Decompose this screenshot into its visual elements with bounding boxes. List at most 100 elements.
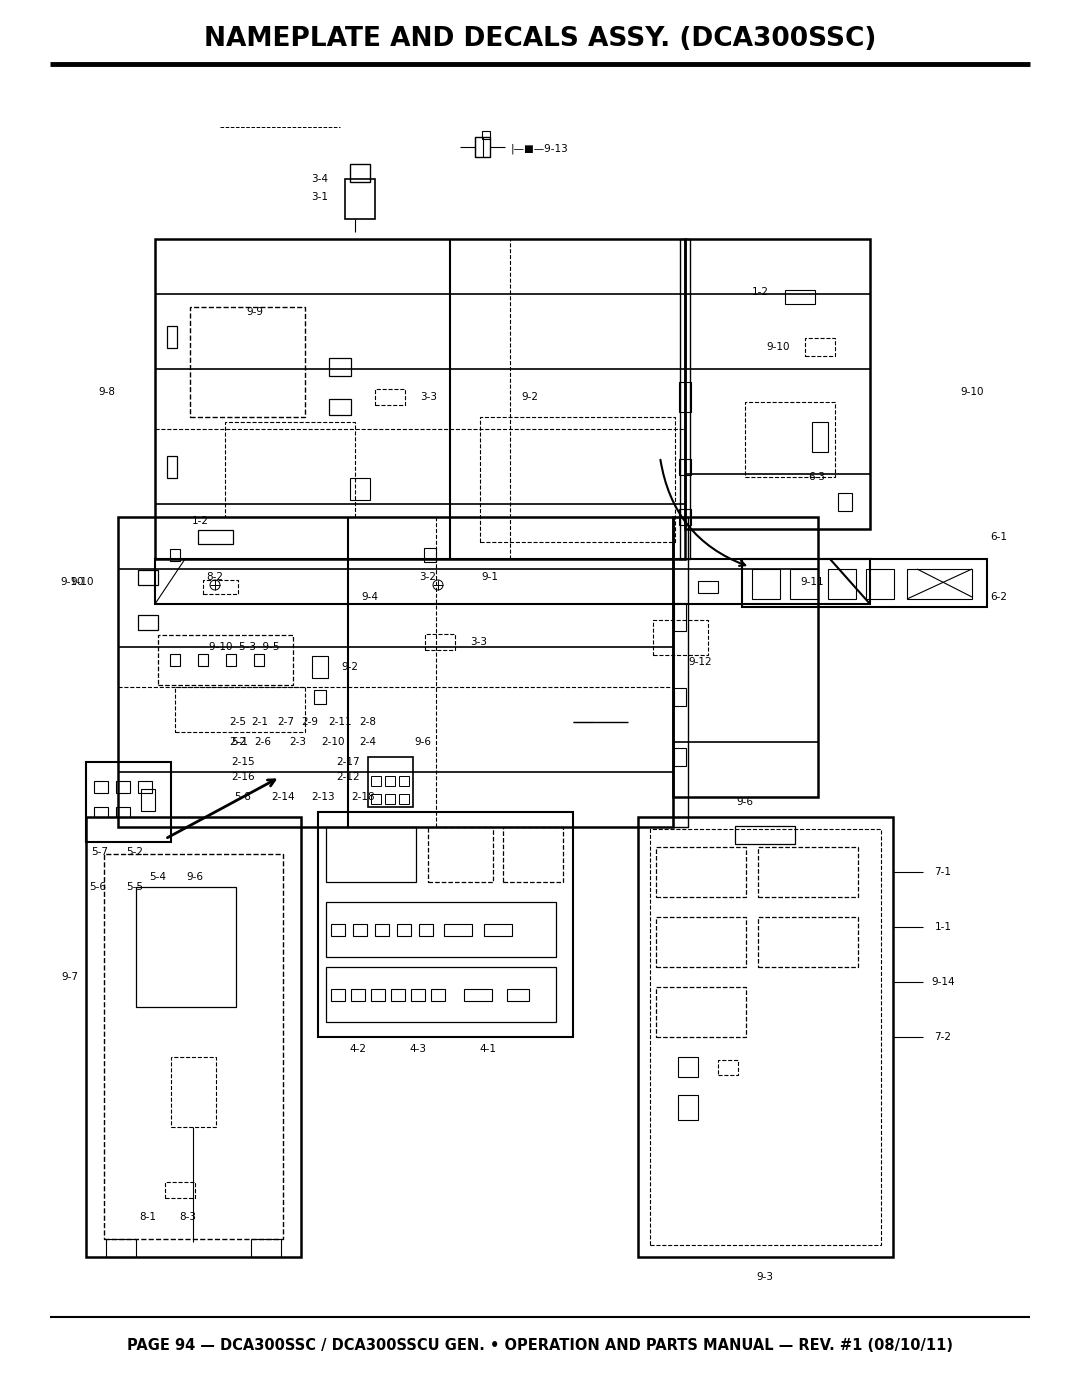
- Text: 9-10  5-3  9-5: 9-10 5-3 9-5: [208, 643, 280, 652]
- Bar: [674, 604, 686, 631]
- Text: 9-7: 9-7: [60, 972, 78, 982]
- Text: 2-11: 2-11: [328, 717, 352, 726]
- Text: 4-1: 4-1: [480, 1044, 497, 1053]
- Bar: [170, 654, 180, 666]
- Text: 5-1: 5-1: [231, 738, 248, 747]
- Text: 9-10: 9-10: [70, 577, 94, 587]
- Bar: [226, 654, 237, 666]
- Bar: [638, 817, 893, 1257]
- Bar: [353, 923, 367, 936]
- Text: 2-2: 2-2: [229, 738, 246, 747]
- Text: 5-5: 5-5: [126, 882, 144, 893]
- Bar: [399, 775, 409, 787]
- Text: 9-3: 9-3: [756, 1273, 773, 1282]
- Text: 4-3: 4-3: [409, 1044, 427, 1053]
- Text: 9-10: 9-10: [60, 577, 84, 587]
- Bar: [372, 775, 381, 787]
- Bar: [444, 923, 472, 936]
- Bar: [375, 388, 405, 405]
- Bar: [330, 989, 345, 1002]
- Text: 8-1: 8-1: [139, 1213, 157, 1222]
- Bar: [375, 923, 389, 936]
- Text: 1-1: 1-1: [934, 922, 951, 932]
- Bar: [685, 239, 870, 529]
- Bar: [86, 817, 301, 1257]
- Text: 5-8: 5-8: [234, 792, 252, 802]
- Bar: [312, 657, 328, 678]
- Text: 9-11: 9-11: [800, 577, 824, 587]
- Text: 2-10: 2-10: [321, 738, 345, 747]
- Text: 2-16: 2-16: [231, 773, 255, 782]
- Text: 3-3: 3-3: [470, 637, 487, 647]
- Text: 8-2: 8-2: [206, 571, 224, 583]
- Text: 9-8: 9-8: [98, 387, 114, 397]
- Bar: [170, 549, 180, 562]
- Bar: [198, 529, 232, 543]
- Bar: [650, 828, 881, 1245]
- Bar: [330, 923, 345, 936]
- Bar: [314, 690, 326, 704]
- Bar: [156, 239, 685, 559]
- Bar: [318, 812, 573, 1037]
- Bar: [828, 569, 856, 599]
- Text: 2-3: 2-3: [289, 738, 307, 747]
- Text: 5-4: 5-4: [149, 872, 166, 882]
- Bar: [397, 923, 411, 936]
- Text: 9-6: 9-6: [415, 738, 432, 747]
- Bar: [372, 989, 384, 1002]
- Bar: [198, 654, 208, 666]
- Bar: [326, 827, 416, 882]
- Text: 9-14: 9-14: [931, 977, 955, 988]
- Text: 2-1: 2-1: [252, 717, 269, 726]
- FancyArrowPatch shape: [661, 460, 745, 566]
- Bar: [679, 509, 691, 525]
- Bar: [428, 827, 492, 882]
- Bar: [745, 402, 835, 476]
- Bar: [156, 559, 870, 604]
- Text: |—■—9-13: |—■—9-13: [511, 144, 569, 154]
- Bar: [742, 559, 987, 608]
- Bar: [656, 916, 746, 967]
- Text: 7-1: 7-1: [934, 868, 951, 877]
- Bar: [167, 455, 177, 478]
- Bar: [838, 493, 852, 511]
- Bar: [656, 847, 746, 897]
- Text: 2-9: 2-9: [301, 717, 319, 726]
- Text: 5-2: 5-2: [126, 847, 144, 856]
- Text: 3-2: 3-2: [419, 571, 436, 583]
- Bar: [251, 1239, 281, 1257]
- Bar: [326, 967, 556, 1023]
- Bar: [118, 517, 673, 827]
- Bar: [480, 416, 675, 542]
- Text: NAMEPLATE AND DECALS ASSY. (DCA300SSC): NAMEPLATE AND DECALS ASSY. (DCA300SSC): [204, 27, 876, 52]
- Text: 9-9: 9-9: [246, 307, 264, 317]
- Text: 5-7: 5-7: [92, 847, 108, 856]
- Text: 9-2: 9-2: [522, 393, 539, 402]
- Bar: [907, 569, 972, 599]
- Bar: [678, 1058, 698, 1077]
- Bar: [225, 422, 355, 517]
- Bar: [158, 636, 293, 685]
- Bar: [94, 807, 108, 817]
- Bar: [136, 887, 237, 1007]
- Bar: [372, 793, 381, 805]
- Bar: [785, 291, 815, 305]
- Bar: [866, 569, 894, 599]
- Text: 9-1: 9-1: [482, 571, 499, 583]
- Bar: [484, 923, 512, 936]
- Bar: [106, 1239, 136, 1257]
- Text: 6-3: 6-3: [808, 472, 825, 482]
- Bar: [431, 989, 445, 1002]
- Text: 9-2: 9-2: [341, 662, 359, 672]
- Text: 2-12: 2-12: [336, 773, 360, 782]
- Text: 2-15: 2-15: [231, 757, 255, 767]
- Bar: [391, 989, 405, 1002]
- Text: 3-3: 3-3: [420, 393, 437, 402]
- Bar: [680, 239, 690, 559]
- Bar: [368, 757, 413, 807]
- Bar: [507, 989, 529, 1002]
- Bar: [254, 654, 264, 666]
- Bar: [735, 826, 795, 844]
- Bar: [424, 548, 436, 562]
- Text: 6-1: 6-1: [990, 532, 1007, 542]
